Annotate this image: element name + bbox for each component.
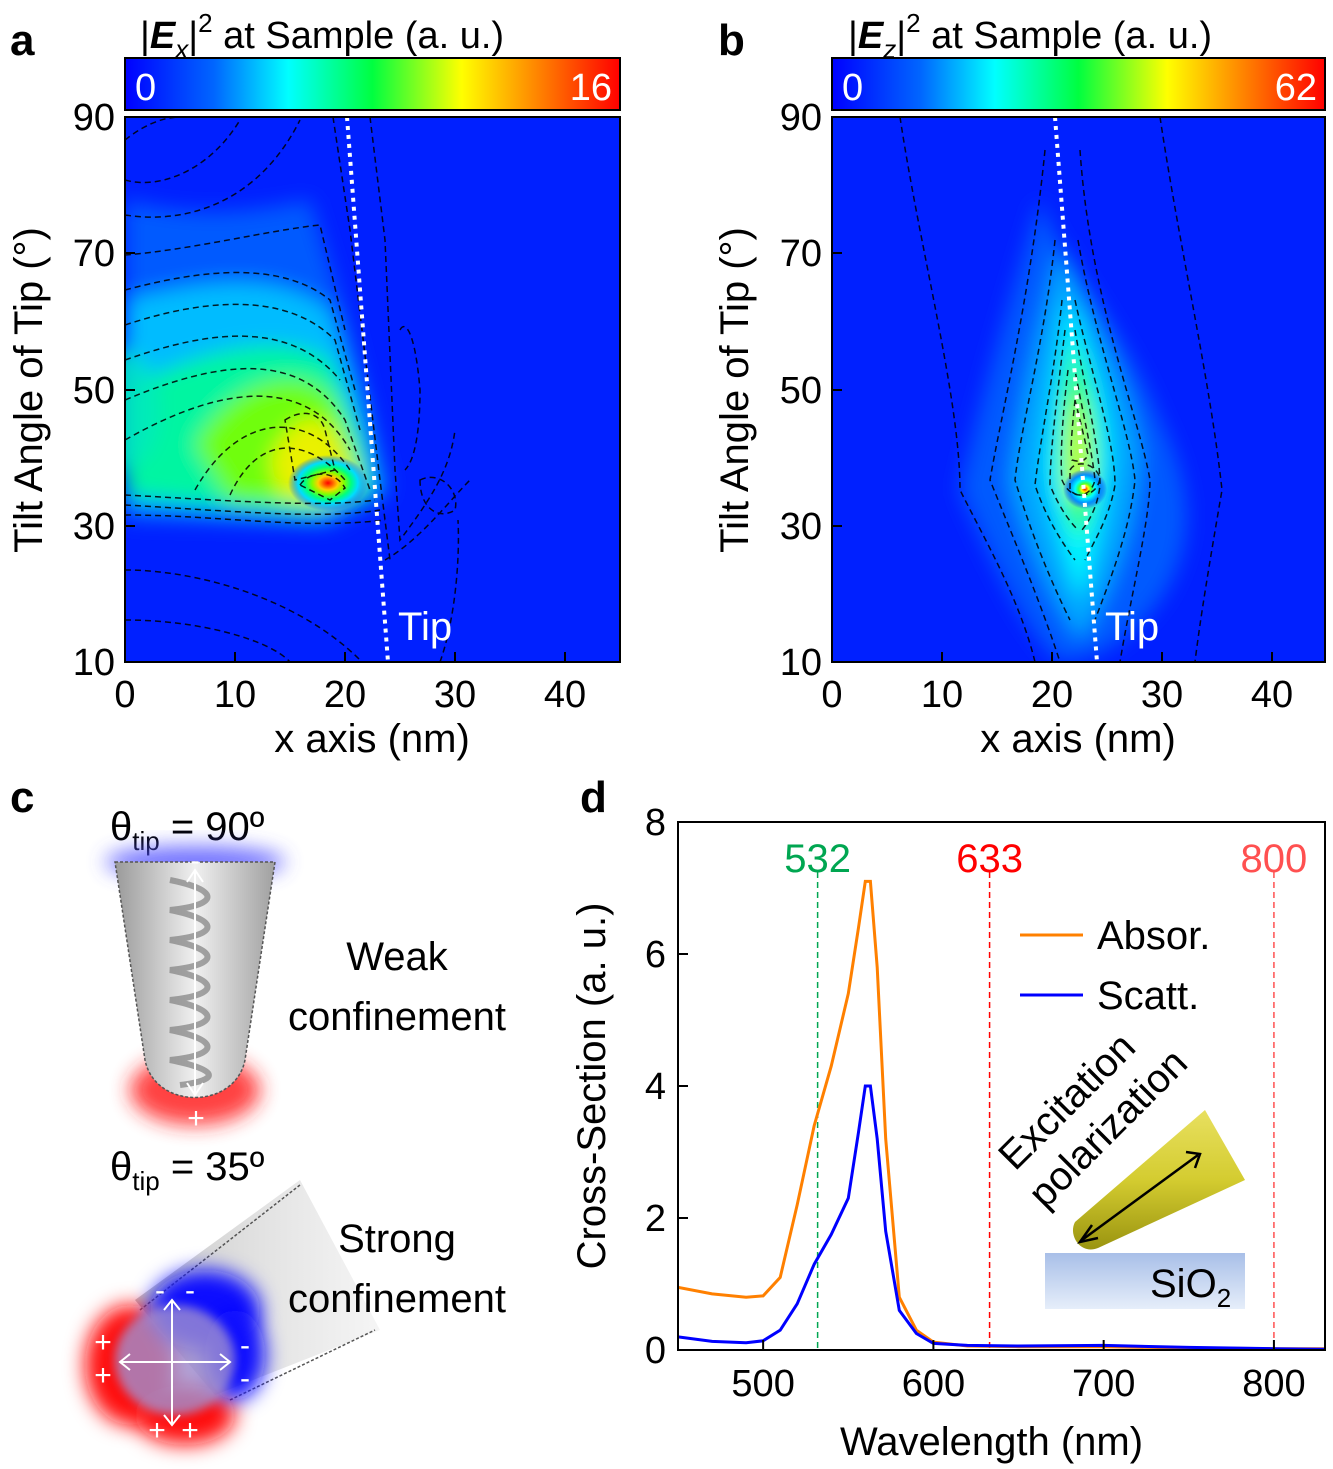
colorbar-a <box>124 57 621 111</box>
inset-illustration: SiO2 Excitation polarization <box>990 1025 1245 1313</box>
x-ticks-a: 0 10 20 30 40 <box>114 652 586 716</box>
svg-text:10: 10 <box>780 642 822 684</box>
ylabel-a: Tilt Angle of Tip (°) <box>7 227 51 553</box>
y-ticks-a: 10 30 50 70 90 <box>73 97 135 684</box>
svg-text:0: 0 <box>114 674 135 716</box>
tip-line-a <box>345 117 390 662</box>
ytick-label: 2 <box>645 1198 666 1240</box>
svg-text:-: - <box>185 1274 195 1307</box>
weak-label-2: confinement <box>288 995 506 1039</box>
sio2-label: SiO2 <box>1150 1262 1231 1313</box>
tip-label-a: Tip <box>398 605 452 649</box>
plot-area <box>678 872 1325 1350</box>
svg-text:40: 40 <box>544 674 586 716</box>
vertical-tip-illustration: - + <box>105 845 285 1135</box>
svg-text:90: 90 <box>780 97 822 139</box>
ytick-label: 6 <box>645 934 666 976</box>
svg-text:50: 50 <box>780 370 822 412</box>
svg-text:30: 30 <box>1141 674 1183 716</box>
svg-text:50: 50 <box>73 370 115 412</box>
xtick-label: 800 <box>1242 1363 1305 1405</box>
svg-text:10: 10 <box>214 674 256 716</box>
svg-text:+: + <box>181 1414 199 1447</box>
x-ticks-b: 0 10 20 30 40 <box>821 652 1293 716</box>
svg-text:20: 20 <box>324 674 366 716</box>
xtick-label: 600 <box>902 1363 965 1405</box>
strong-label-1: Strong <box>338 1217 456 1261</box>
svg-text:+: + <box>148 1414 166 1447</box>
colorbar-min-b: 0 <box>842 67 863 109</box>
xtick-label: 500 <box>731 1363 794 1405</box>
vline-label-532: 532 <box>784 837 851 881</box>
svg-text:40: 40 <box>1251 674 1293 716</box>
svg-text:-: - <box>240 1329 250 1362</box>
colorbar-title-b: |Ez|2 at Sample (a. u.) <box>848 8 1212 64</box>
colorbar-min-a: 0 <box>135 67 156 109</box>
panel-label-a: a <box>10 16 35 65</box>
panel-label-c: c <box>10 773 34 822</box>
xlabel-a: x axis (nm) <box>274 717 470 761</box>
panel-a: a |Ex|2 at Sample (a. u.) 0 16 <box>7 8 621 761</box>
tilted-tip-illustration: - - - - + + + + <box>85 1180 380 1447</box>
spectrum-chart: 532 633 800 Absor. Scatt. 500 600 700 800 0 2 4 6 8 Wa… <box>570 802 1326 1464</box>
colorbar-max-a: 16 <box>570 67 612 109</box>
weak-label-1: Weak <box>346 935 449 979</box>
vline-label-633: 633 <box>956 837 1023 881</box>
y-ticks-b: 10 30 50 70 90 <box>780 97 842 684</box>
svg-text:10: 10 <box>73 642 115 684</box>
colorbar-max-b: 62 <box>1275 67 1317 109</box>
colorbar-b <box>831 57 1326 111</box>
colorbar-title-a: |Ex|2 at Sample (a. u.) <box>140 8 504 64</box>
series-scatt <box>678 1084 1325 1350</box>
strong-label-2: confinement <box>288 1277 506 1321</box>
ytick-label: 4 <box>645 1066 666 1108</box>
panel-label-b: b <box>718 16 745 65</box>
xlabel-d: Wavelength (nm) <box>840 1420 1143 1464</box>
panel-b: b |Ez|2 at Sample (a. u.) 0 62 <box>713 8 1326 761</box>
tip-line-b <box>1053 117 1099 662</box>
svg-text:90: 90 <box>73 97 115 139</box>
legend-label-1: Scatt. <box>1097 974 1199 1018</box>
svg-text:-: - <box>240 1362 250 1395</box>
hotspot-b <box>1063 469 1107 509</box>
panel-c: c θtip = 90º - + Weak confinement θtip =… <box>10 773 506 1447</box>
vline-label-800: 800 <box>1241 837 1308 881</box>
svg-text:20: 20 <box>1031 674 1073 716</box>
heatmap-b <box>832 117 1325 662</box>
ytick-label: 8 <box>645 802 666 844</box>
ylabel-d: Cross-Section (a. u.) <box>570 903 614 1270</box>
svg-text:30: 30 <box>434 674 476 716</box>
svg-text:-: - <box>155 1274 165 1307</box>
sio2-substrate <box>1045 1253 1245 1309</box>
xtick-label: 700 <box>1072 1363 1135 1405</box>
svg-text:-: - <box>190 845 199 876</box>
panel-label-d: d <box>580 773 607 822</box>
svg-text:0: 0 <box>821 674 842 716</box>
svg-text:+: + <box>94 1359 112 1392</box>
svg-text:+: + <box>187 1102 205 1135</box>
theta-35-label: θtip = 35º <box>110 1145 265 1196</box>
ytick-label: 0 <box>645 1330 666 1372</box>
hotspot-a <box>288 455 368 511</box>
legend-label-0: Absor. <box>1097 914 1210 958</box>
svg-text:70: 70 <box>780 233 822 275</box>
heatmap-a <box>125 117 620 662</box>
ylabel-b: Tilt Angle of Tip (°) <box>713 227 757 553</box>
svg-text:70: 70 <box>73 233 115 275</box>
svg-text:10: 10 <box>921 674 963 716</box>
xlabel-b: x axis (nm) <box>980 717 1176 761</box>
tip-label-b: Tip <box>1105 605 1159 649</box>
svg-text:+: + <box>94 1326 112 1359</box>
svg-text:30: 30 <box>780 506 822 548</box>
panel-d: d 532 633 800 Absor. Scatt. 500 600 700 800 0 2 4 6 8… <box>570 773 1326 1464</box>
svg-text:30: 30 <box>73 506 115 548</box>
